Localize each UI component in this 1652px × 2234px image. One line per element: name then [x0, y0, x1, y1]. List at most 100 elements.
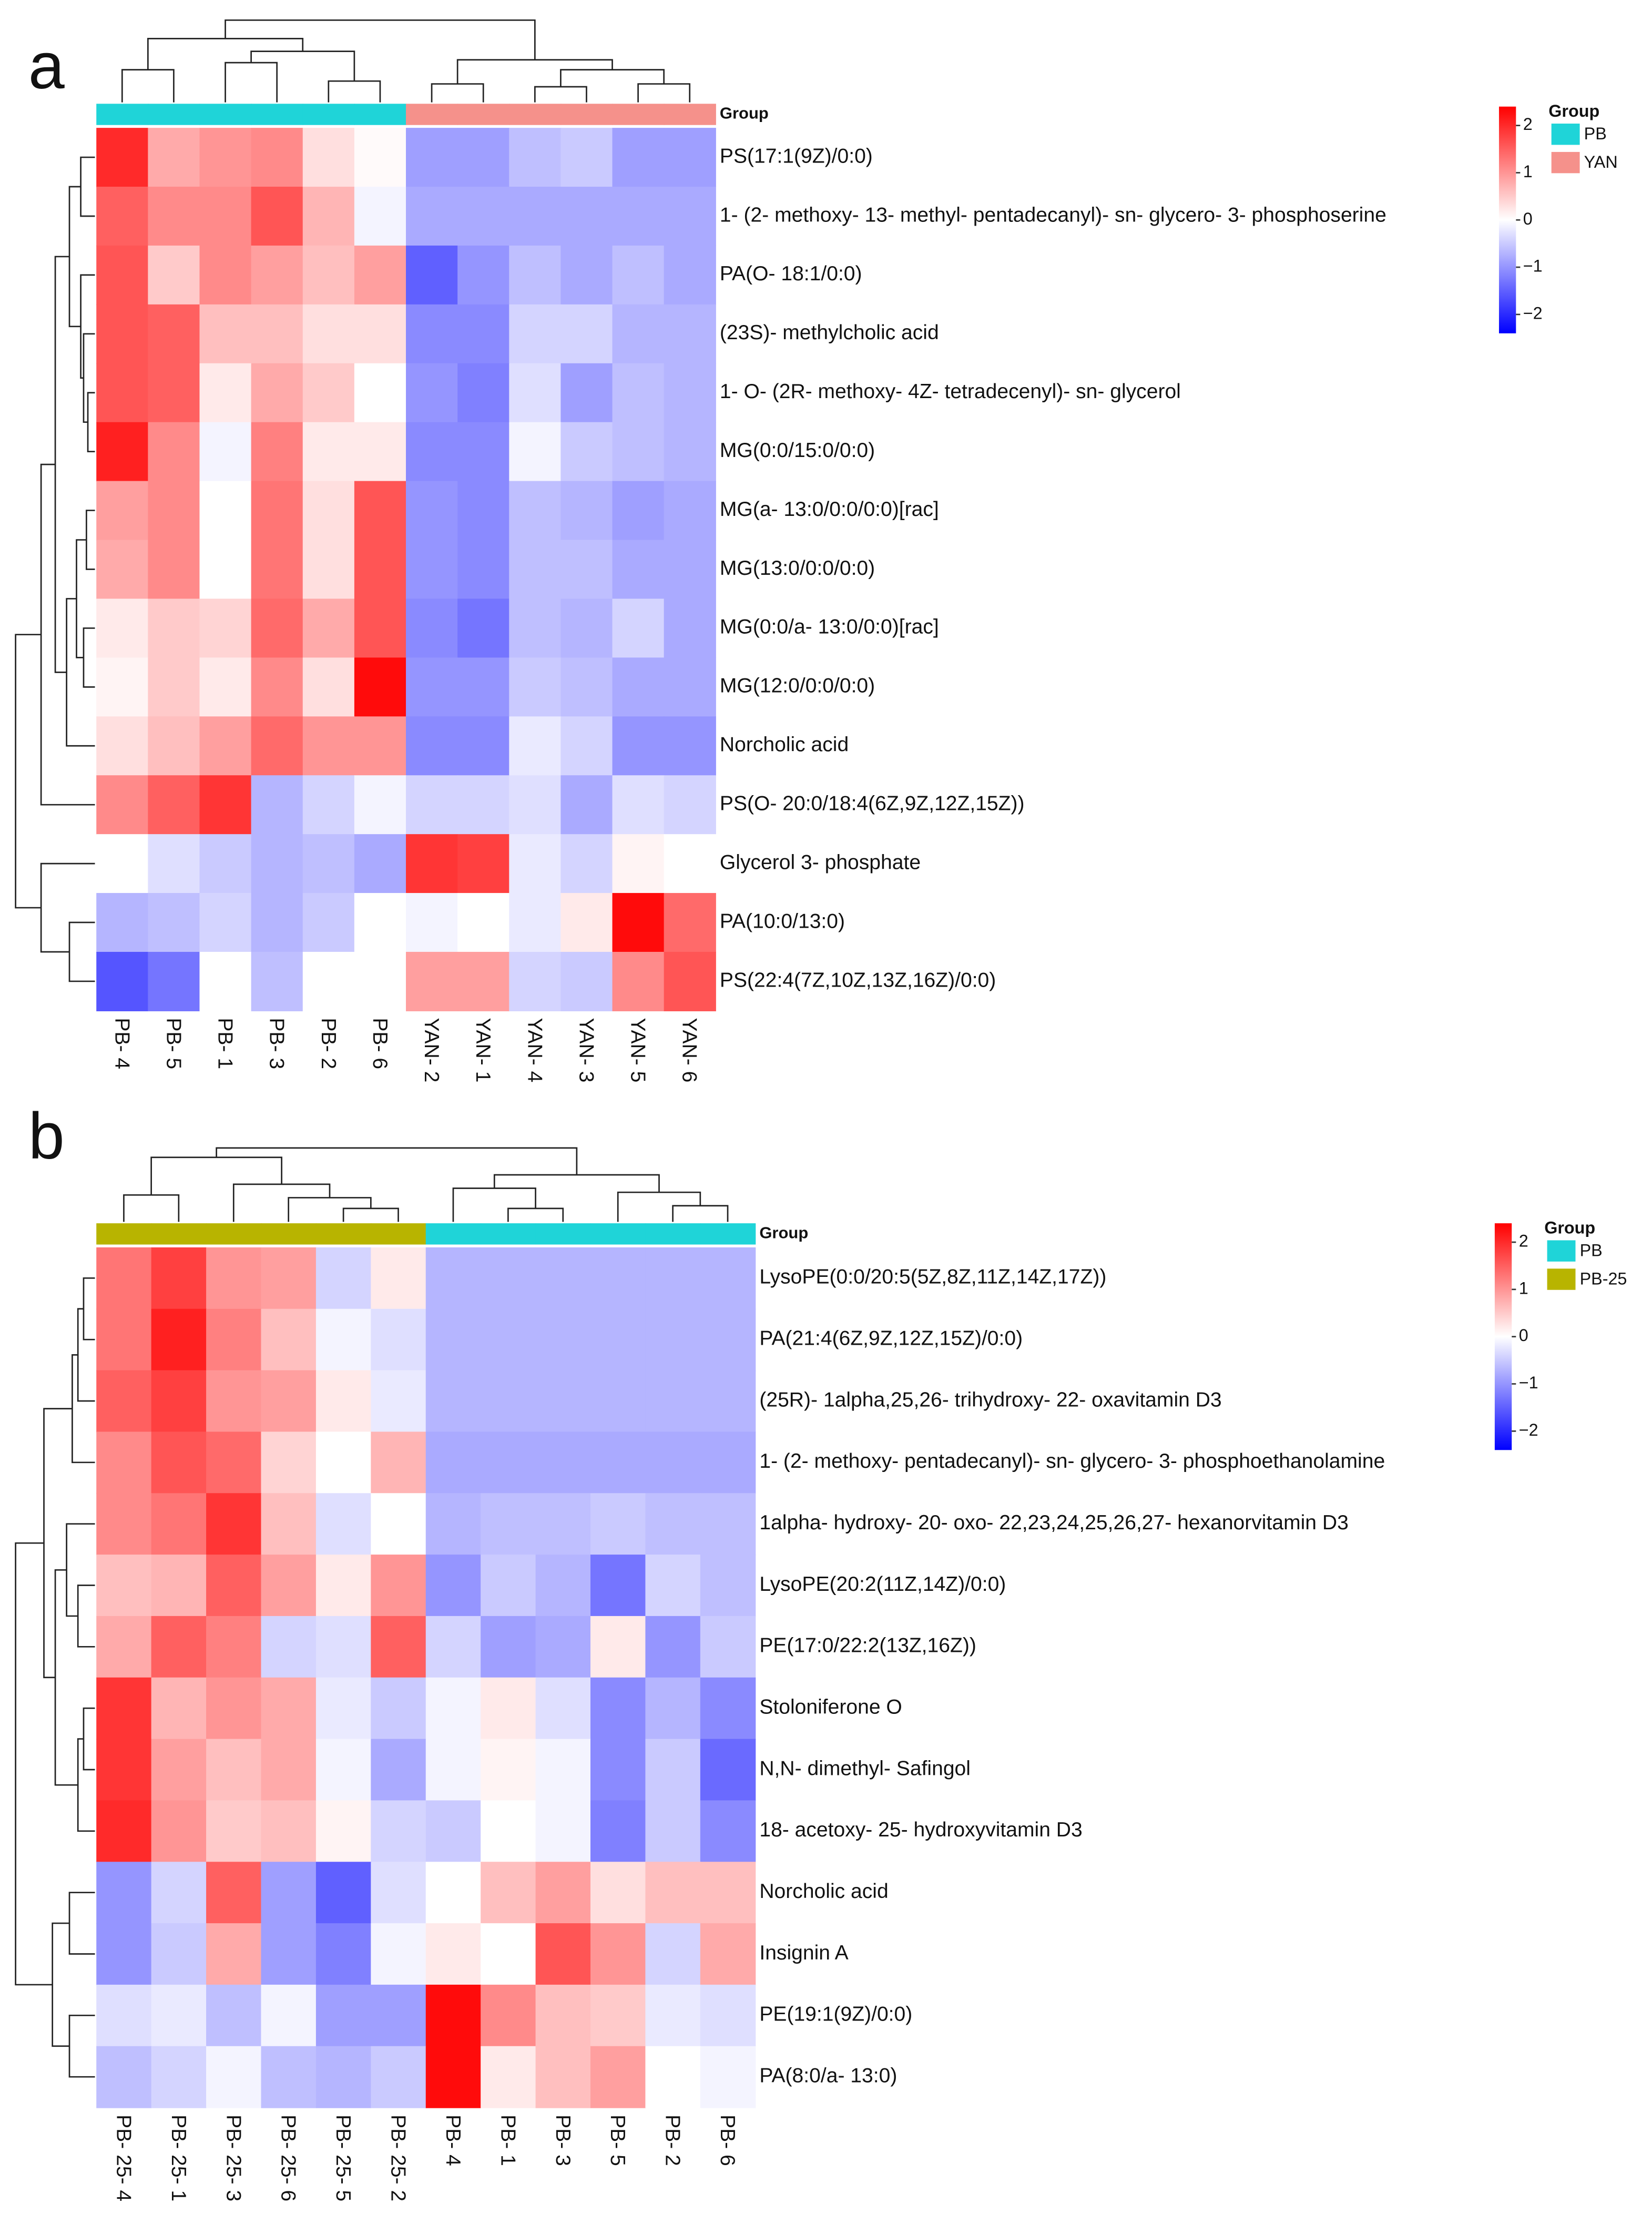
panel-label: b	[28, 1100, 65, 1173]
heatmap-cell	[206, 1308, 262, 1371]
heatmap-cell	[612, 187, 665, 247]
heatmap-cell	[560, 951, 613, 1011]
row-label: (23S)- methylcholic acid	[720, 321, 939, 344]
heatmap-cell	[509, 304, 562, 364]
heatmap-cell	[199, 893, 252, 953]
row-label: LysoPE(0:0/20:5(5Z,8Z,11Z,14Z,17Z))	[759, 1266, 1106, 1288]
heatmap-cell	[148, 540, 200, 600]
heatmap-cell	[315, 1555, 372, 1617]
heatmap-cell	[251, 245, 303, 305]
dendrogram-branch	[637, 83, 691, 103]
group-bar-cell	[612, 104, 665, 125]
heatmap-cell	[645, 1247, 701, 1309]
heatmap-cell	[302, 540, 355, 600]
colorbar-tick-label: 0	[1523, 209, 1533, 228]
panel-label: a	[28, 30, 65, 103]
heatmap-cell	[612, 128, 665, 188]
row-label: Norcholic acid	[759, 1880, 888, 1903]
row-label: PA(8:0/a- 13:0)	[759, 2064, 897, 2087]
heatmap-cell	[406, 834, 458, 894]
legend-label: PB	[1584, 124, 1607, 143]
legend-swatch	[1551, 124, 1580, 145]
heatmap-cell	[590, 1370, 646, 1433]
group-bar-cell	[560, 104, 613, 125]
group-bar-cell	[481, 1223, 536, 1245]
group-label: Group	[759, 1223, 808, 1242]
row-label: Insignin A	[759, 1942, 848, 1964]
heatmap-cell	[251, 893, 303, 953]
heatmap-cell	[509, 363, 562, 423]
dendrogram-branch	[225, 19, 536, 60]
heatmap-cell	[425, 1431, 482, 1494]
group-bar-cell	[251, 104, 303, 125]
column-label: PB- 6	[369, 1018, 391, 1069]
row-label: MG(12:0/0:0/0:0)	[720, 675, 875, 697]
heatmap-cell	[700, 1247, 756, 1309]
heatmap-cell	[535, 1493, 592, 1556]
row-label: PA(21:4(6Z,9Z,12Z,15Z)/0:0)	[759, 1327, 1023, 1349]
heatmap-cell	[481, 1677, 536, 1740]
heatmap-cell	[509, 716, 562, 776]
heatmap-cell	[151, 1247, 207, 1309]
heatmap-cell	[96, 1800, 152, 1863]
dendrogram-branch	[328, 80, 381, 103]
heatmap-cell	[96, 540, 149, 600]
heatmap-cell	[206, 2046, 262, 2108]
heatmap-cell	[509, 893, 562, 953]
dendrogram-branch	[87, 392, 95, 453]
heatmap-cell	[251, 716, 303, 776]
heatmap-cell	[664, 363, 716, 423]
heatmap-cell	[590, 1739, 646, 1801]
heatmap-cell	[664, 716, 716, 776]
heatmap-cell	[612, 422, 665, 482]
heatmap-cell	[206, 1247, 262, 1309]
dendrogram-branch	[507, 1207, 564, 1222]
heatmap-cell	[457, 187, 510, 247]
heatmap-cell	[261, 1800, 317, 1863]
dendrogram-branch	[68, 2014, 95, 2078]
heatmap-cell	[371, 1493, 426, 1556]
heatmap-cell	[406, 128, 458, 188]
heatmap-cell	[664, 834, 716, 894]
heatmap-cell	[96, 716, 149, 776]
dendrogram-branch	[68, 186, 81, 328]
heatmap-cell	[700, 1493, 756, 1556]
heatmap-cell	[560, 716, 613, 776]
heatmap-cell	[315, 2046, 372, 2108]
heatmap-cell	[96, 893, 149, 953]
heatmap-cell	[406, 422, 458, 482]
heatmap-cell	[371, 1677, 426, 1740]
heatmap-cell	[481, 1800, 536, 1863]
row-label: MG(0:0/a- 13:0/0:0)[rac]	[720, 616, 939, 638]
heatmap-cell	[645, 1431, 701, 1494]
heatmap-cell	[645, 2046, 701, 2108]
heatmap-cell	[148, 951, 200, 1011]
heatmap-cell	[457, 304, 510, 364]
heatmap-cell	[664, 598, 716, 658]
heatmap-cell	[251, 363, 303, 423]
heatmap-cell	[481, 1923, 536, 1985]
column-label: PB- 25- 1	[167, 2115, 190, 2201]
heatmap-cell	[425, 1247, 482, 1309]
heatmap-cell	[535, 1800, 592, 1863]
dendrogram-branch	[68, 921, 95, 982]
heatmap-cell	[457, 716, 510, 776]
heatmap-cell	[560, 598, 613, 658]
heatmap-cell	[199, 128, 252, 188]
heatmap-cell	[645, 1800, 701, 1863]
heatmap-cell	[560, 540, 613, 600]
dendrogram-branch	[72, 1354, 95, 1464]
row-label: PE(17:0/22:2(13Z,16Z))	[759, 1634, 976, 1657]
heatmap-cell	[590, 2046, 646, 2108]
heatmap-cell	[148, 245, 200, 305]
heatmap-cell	[371, 1308, 426, 1371]
column-label: PB- 25- 3	[222, 2115, 244, 2201]
heatmap-cell	[457, 951, 510, 1011]
heatmap-cell	[535, 2046, 592, 2108]
dendrogram-branch	[672, 1205, 729, 1222]
heatmap-cell	[535, 1308, 592, 1371]
heatmap-cell	[206, 1862, 262, 1924]
heatmap-cell	[590, 1984, 646, 2047]
heatmap-cell	[261, 1493, 317, 1556]
heatmap-cell	[96, 2046, 152, 2108]
